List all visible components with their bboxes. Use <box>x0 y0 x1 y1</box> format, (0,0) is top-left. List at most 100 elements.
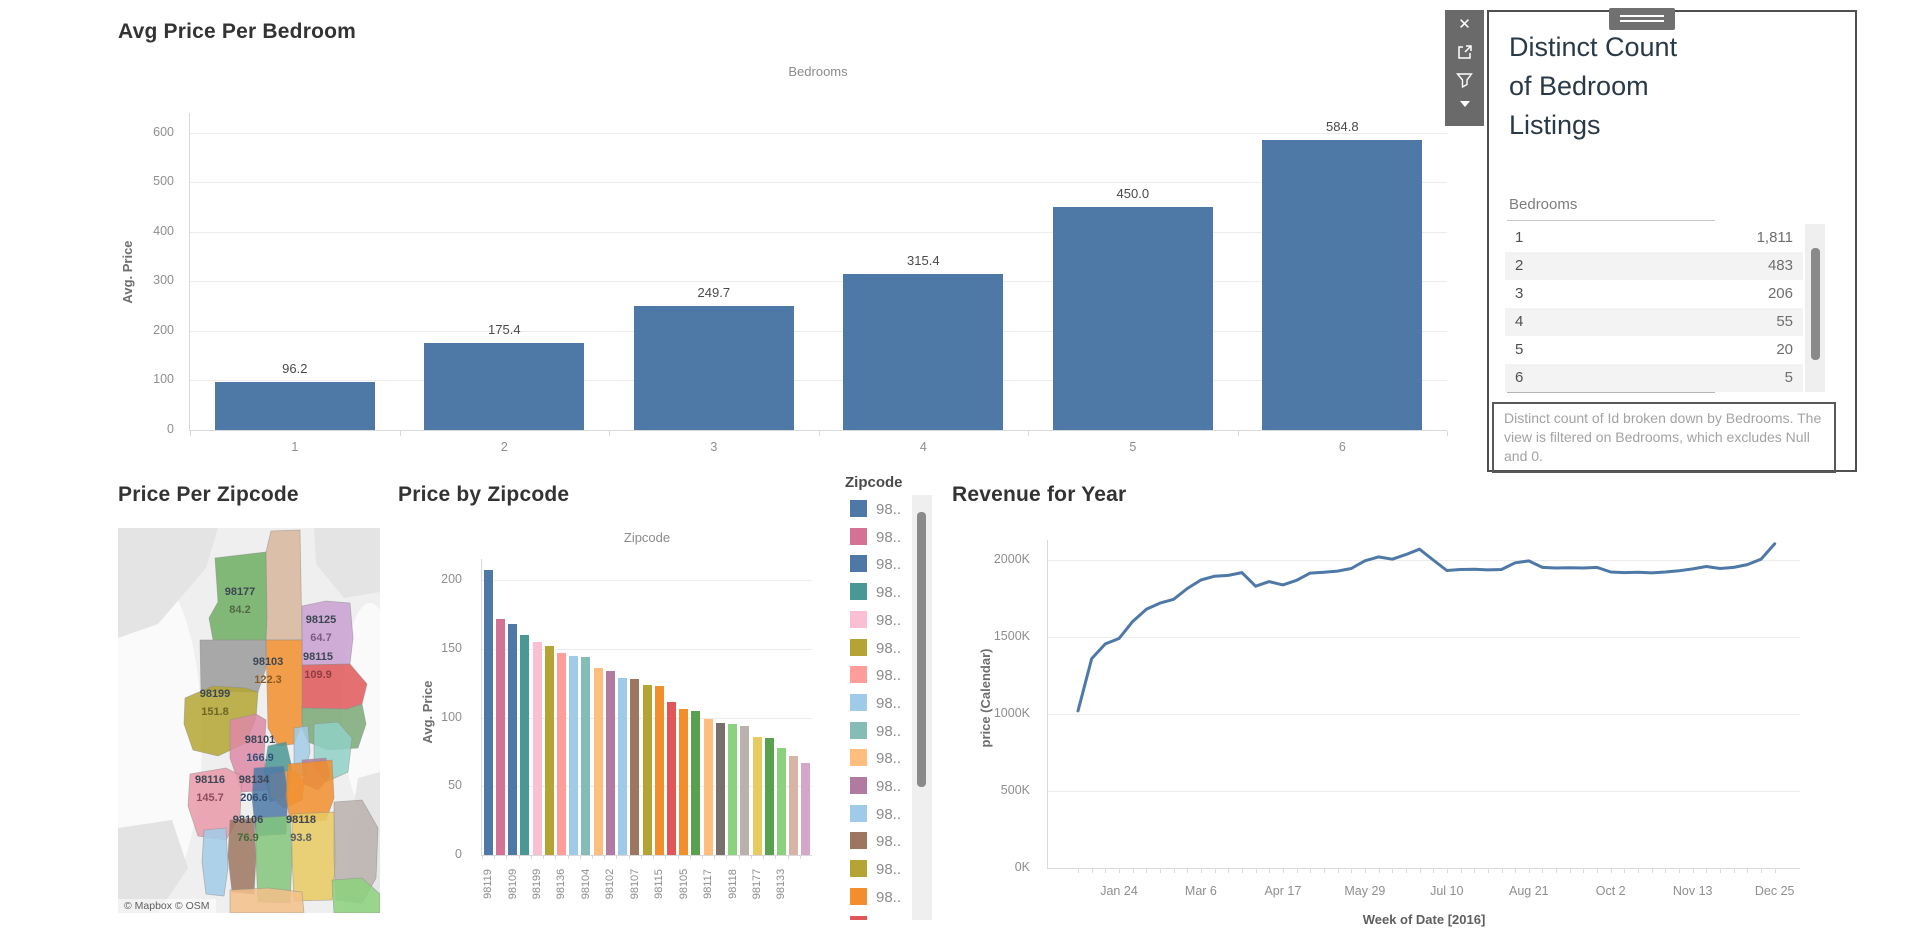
table-row[interactable]: 1 1,811 <box>1505 224 1803 252</box>
legend-item-label: 98.. <box>876 694 902 712</box>
bar-zipcode-1[interactable] <box>495 618 505 855</box>
bar-zipcode-16[interactable] <box>679 709 689 856</box>
x-axis-line <box>481 855 812 856</box>
bar-zipcode-17[interactable] <box>691 710 701 855</box>
table-row[interactable]: 3 206 <box>1505 280 1803 308</box>
bar-bedrooms-3[interactable] <box>633 306 794 430</box>
legend-item[interactable]: 98.. <box>840 749 940 771</box>
legend-item[interactable]: 98.. <box>840 887 940 910</box>
legend-item-label: 98.. <box>876 501 902 518</box>
legend-item[interactable]: 98.. <box>840 638 940 661</box>
axis-minor-tick <box>750 856 752 859</box>
axis-minor-tick <box>555 856 557 859</box>
map-label-zip-98134: 98134 <box>238 774 270 786</box>
axis-minor-tick <box>738 856 740 859</box>
bar-zipcode-20[interactable] <box>728 724 738 855</box>
axis-minor-tick <box>763 856 765 859</box>
legend-item[interactable]: 98.. <box>840 804 940 827</box>
bar-zipcode-26[interactable] <box>801 762 811 855</box>
map-region-98126[interactable] <box>201 827 229 897</box>
table-row[interactable]: 4 55 <box>1505 308 1803 336</box>
bar-value-label: 175.4 <box>488 322 521 338</box>
axis-minor-tick <box>1706 869 1708 873</box>
table-row[interactable]: 2 483 <box>1505 252 1803 280</box>
bar-zipcode-14[interactable] <box>654 685 664 855</box>
legend-item[interactable]: 98.. <box>840 610 940 633</box>
close-button[interactable]: ✕ <box>1445 10 1484 38</box>
axis-minor-tick <box>1433 869 1435 873</box>
map-canvas[interactable] <box>118 528 380 913</box>
drag-handle[interactable] <box>1609 8 1675 30</box>
bar-zipcode-2[interactable] <box>508 624 518 855</box>
legend-scrollbar-thumb[interactable] <box>917 512 926 787</box>
axis-minor-tick <box>775 856 777 859</box>
axis-minor-tick <box>1692 869 1694 873</box>
bar-zipcode-3[interactable] <box>520 635 530 855</box>
bar-zipcode-25[interactable] <box>789 756 799 855</box>
legend-item[interactable]: 98.. <box>840 583 940 605</box>
count-cell: 1,811 <box>1756 229 1793 246</box>
tooltip-scrollbar-thumb[interactable] <box>1811 248 1820 360</box>
bar-zipcode-22[interactable] <box>752 736 762 856</box>
axis-minor-tick <box>1282 869 1284 873</box>
axis-minor-tick <box>1419 869 1421 873</box>
bar-zipcode-9[interactable] <box>593 668 603 855</box>
legend-item[interactable]: 98.. <box>840 693 940 716</box>
map-region-98146[interactable] <box>229 887 305 913</box>
axis-minor-tick <box>1237 431 1239 436</box>
bar-zipcode-24[interactable] <box>776 747 786 856</box>
legend-item[interactable]: 98.. <box>840 555 940 577</box>
map-label-zip-98116: 98116 <box>195 774 225 786</box>
map-label-value-98116: 145.7 <box>196 792 224 804</box>
axis-minor-tick <box>1651 869 1653 873</box>
bar-bedrooms-5[interactable] <box>1052 207 1213 430</box>
bar-bedrooms-1[interactable] <box>214 382 375 430</box>
bar-zipcode-0[interactable] <box>483 570 493 855</box>
axis-minor-tick <box>1610 869 1612 873</box>
bar-zipcode-12[interactable] <box>630 679 640 855</box>
axis-minor-tick <box>518 856 520 859</box>
map-label-value-98106: 76.9 <box>237 832 259 844</box>
bar-zipcode-23[interactable] <box>764 738 774 855</box>
bar-zipcode-18[interactable] <box>703 718 713 855</box>
bar-bedrooms-6[interactable] <box>1262 140 1423 430</box>
revenue-line[interactable] <box>1076 542 1777 713</box>
axis-minor-tick <box>628 856 630 859</box>
legend-item[interactable]: 98.. <box>840 832 940 854</box>
bar-zipcode-5[interactable] <box>544 646 554 855</box>
axis-minor-tick <box>494 856 496 859</box>
bar-bedrooms-4[interactable] <box>843 273 1004 430</box>
bar-zipcode-15[interactable] <box>666 702 676 855</box>
legend-item[interactable]: 98.. <box>840 860 940 882</box>
bar-zipcode-19[interactable] <box>715 723 725 855</box>
bar-zipcode-6[interactable] <box>556 652 566 855</box>
bar-bedrooms-2[interactable] <box>424 343 585 430</box>
bar-zipcode-4[interactable] <box>532 641 542 855</box>
x-axis-line <box>189 430 1447 431</box>
legend-item[interactable]: 98.. <box>840 500 940 522</box>
bar-zipcode-13[interactable] <box>642 684 652 855</box>
map-land-patch <box>118 528 218 638</box>
legend-item[interactable]: 98.. <box>840 915 940 920</box>
legend-item[interactable]: 98.. <box>840 666 940 688</box>
more-options-button[interactable] <box>1445 94 1484 114</box>
legend-swatch <box>850 887 867 905</box>
open-external-button[interactable] <box>1445 38 1484 66</box>
filter-button[interactable] <box>1445 66 1484 94</box>
legend-item[interactable]: 98.. <box>840 721 940 744</box>
bar-zipcode-10[interactable] <box>605 670 615 856</box>
bar-zipcode-7[interactable] <box>569 655 579 855</box>
price-per-zipcode-map[interactable]: 98177 84.2 98125 64.7 98103 122.3 98115 109.9 98… <box>118 528 380 913</box>
bedrooms-cell: 3 <box>1515 285 1524 302</box>
map-region-gray[interactable] <box>199 639 267 693</box>
axis-minor-tick <box>1460 869 1462 873</box>
bar-zipcode-21[interactable] <box>740 725 750 856</box>
bar-zipcode-8[interactable] <box>581 657 591 855</box>
legend-item[interactable]: 98.. <box>840 527 940 550</box>
tooltip-caption: Distinct count of Id broken down by Bedr… <box>1492 402 1836 473</box>
legend-item[interactable]: 98.. <box>840 777 940 799</box>
table-row[interactable]: 5 20 <box>1505 336 1803 364</box>
bar-zipcode-11[interactable] <box>618 677 628 855</box>
map-region-98178[interactable] <box>331 877 380 913</box>
